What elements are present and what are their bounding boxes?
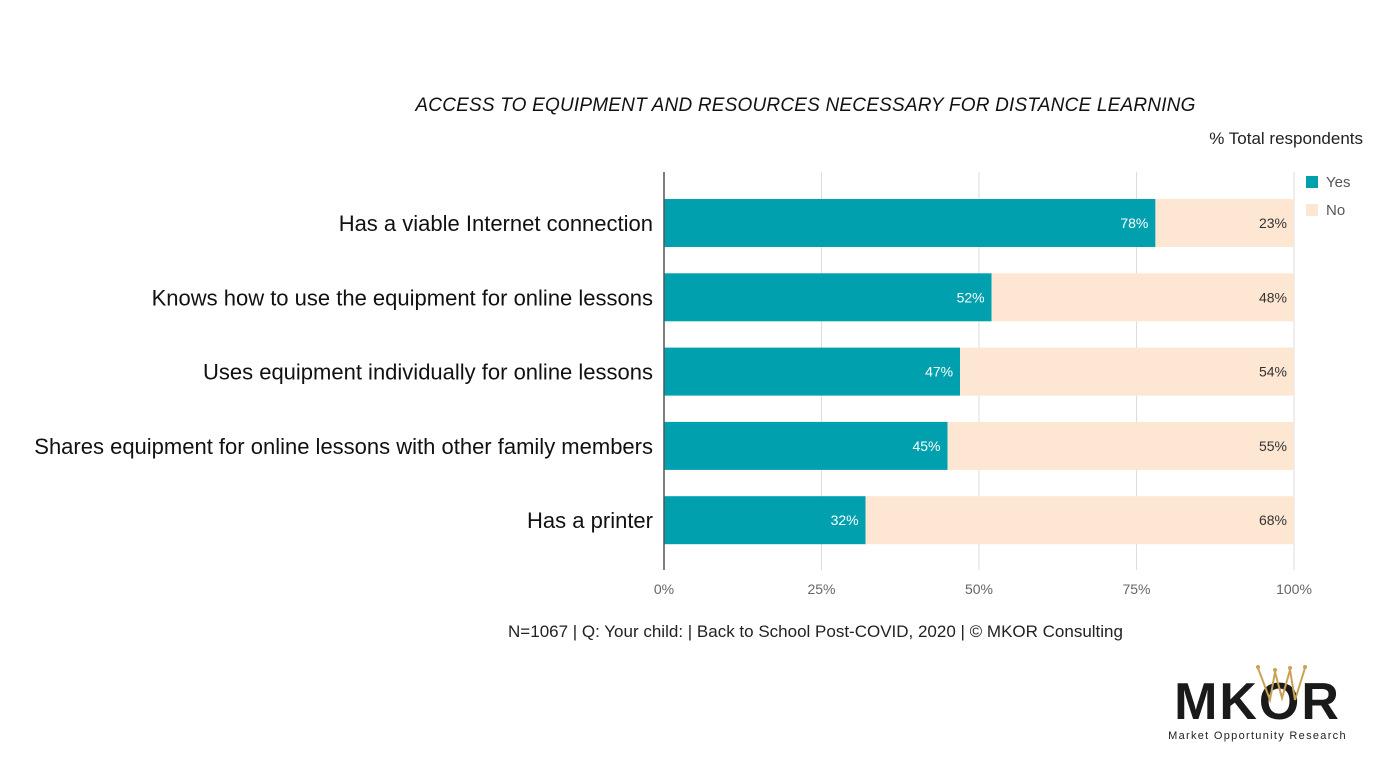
category-label: Has a viable Internet connection (339, 211, 653, 236)
mkor-logo: MKOR Market Opportunity Research (1155, 660, 1360, 742)
bar-no (947, 421, 1294, 470)
data-label: 32% (831, 512, 859, 528)
data-label: 45% (912, 438, 940, 454)
category-label: Knows how to use the equipment for onlin… (152, 285, 653, 310)
unit-label: % Total respondents (1209, 129, 1363, 148)
bar-no (991, 273, 1294, 322)
data-label: 48% (1259, 289, 1287, 305)
bar-yes (664, 496, 866, 545)
bar-yes (664, 347, 961, 396)
legend-swatch-no (1306, 204, 1318, 216)
data-label: 52% (957, 289, 985, 305)
data-label: 55% (1259, 438, 1287, 454)
data-label: 23% (1259, 215, 1287, 231)
source-footer: N=1067 | Q: Your child: | Back to School… (508, 622, 1123, 641)
bar-no (865, 496, 1294, 545)
logo-tagline: Market Opportunity Research (1168, 730, 1347, 742)
legend-label: Yes (1326, 174, 1350, 191)
x-tick-label: 75% (1122, 581, 1150, 597)
category-label: Uses equipment individually for online l… (203, 360, 653, 385)
x-tick-label: 0% (654, 581, 674, 597)
data-label: 47% (925, 364, 953, 380)
logo-word: MKOR (1174, 673, 1341, 731)
bar-yes (664, 273, 992, 322)
bar-no (1155, 199, 1294, 247)
bar-no (960, 347, 1294, 396)
x-tick-label: 25% (807, 581, 835, 597)
chart-title: ACCESS TO EQUIPMENT AND RESOURCES NECESS… (415, 95, 1196, 116)
category-label: Has a printer (527, 508, 653, 533)
data-label: 68% (1259, 512, 1287, 528)
crown-icon (1256, 665, 1307, 704)
x-tick-label: 50% (965, 581, 993, 597)
category-label: Shares equipment for online lessons with… (34, 434, 653, 459)
legend-label: No (1326, 202, 1345, 219)
bar-yes (664, 199, 1156, 247)
data-label: 54% (1259, 364, 1287, 380)
legend-swatch-yes (1306, 176, 1318, 188)
data-label: 78% (1120, 215, 1148, 231)
bar-yes (664, 421, 948, 470)
x-tick-label: 100% (1276, 581, 1312, 597)
